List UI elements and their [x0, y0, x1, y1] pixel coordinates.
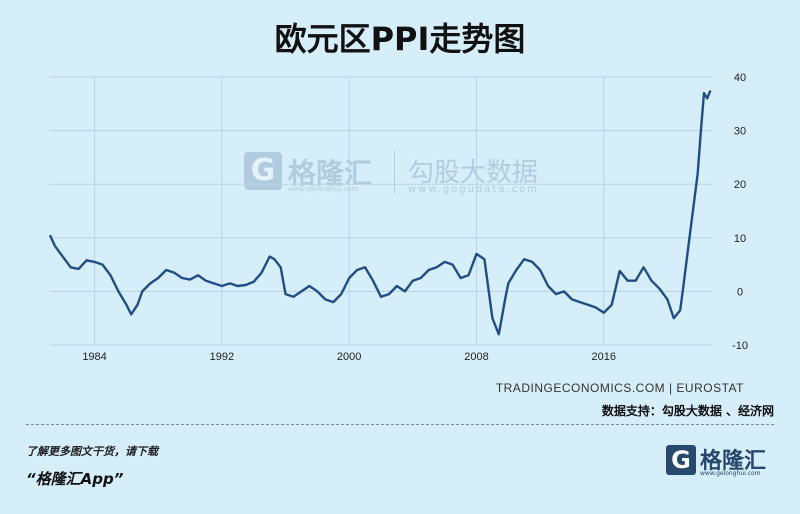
x-tick-label: 2000 [337, 351, 361, 363]
brand-url: www.gelonghui.com [700, 470, 761, 477]
watermark-brand-url: www.gelonghui.com [288, 185, 359, 193]
download-promo-text: 了解更多图文干货，请下载 [26, 445, 158, 458]
brand-logo: G 格隆汇 www.gelonghui.com [666, 443, 776, 483]
brand-g-icon: G [666, 445, 696, 475]
x-tick-label: 1992 [210, 351, 234, 363]
x-tick-label: 2016 [592, 351, 616, 363]
watermark-separator [394, 150, 395, 194]
source-label: TRADINGECONOMICS.COM | EUROSTAT [495, 381, 744, 395]
watermark-partner-name: 勾股大数据 [408, 158, 539, 188]
brand-name: 格隆汇 [700, 449, 767, 474]
footer-divider [26, 424, 774, 425]
data-support-label: 数据支持：勾股大数据 、经济网 [601, 404, 774, 418]
watermark: G 格隆汇 www.gelonghui.com 勾股大数据 www.goguda… [244, 150, 564, 196]
x-tick-label: 1984 [82, 351, 106, 363]
tick-labels: 40 30 20 10 0 -10 1984 1992 2000 2008 2016 [82, 72, 748, 363]
ppi-series-line [48, 89, 712, 336]
y-tick-label: 40 [734, 72, 746, 84]
y-tick-label: -10 [732, 340, 748, 352]
x-tick-label: 2008 [464, 351, 488, 363]
y-tick-label: 20 [734, 179, 746, 191]
watermark-logo-icon: G [244, 152, 282, 190]
y-tick-label: 10 [734, 233, 746, 245]
app-name-text: “格隆汇App” [26, 470, 124, 488]
y-tick-label: 30 [734, 126, 746, 138]
y-tick-label: 0 [737, 286, 743, 298]
chart-title: 欧元区PPI走势图 [274, 20, 526, 58]
watermark-partner-url: www.gogudata.com [408, 184, 540, 195]
gridlines [50, 76, 712, 346]
